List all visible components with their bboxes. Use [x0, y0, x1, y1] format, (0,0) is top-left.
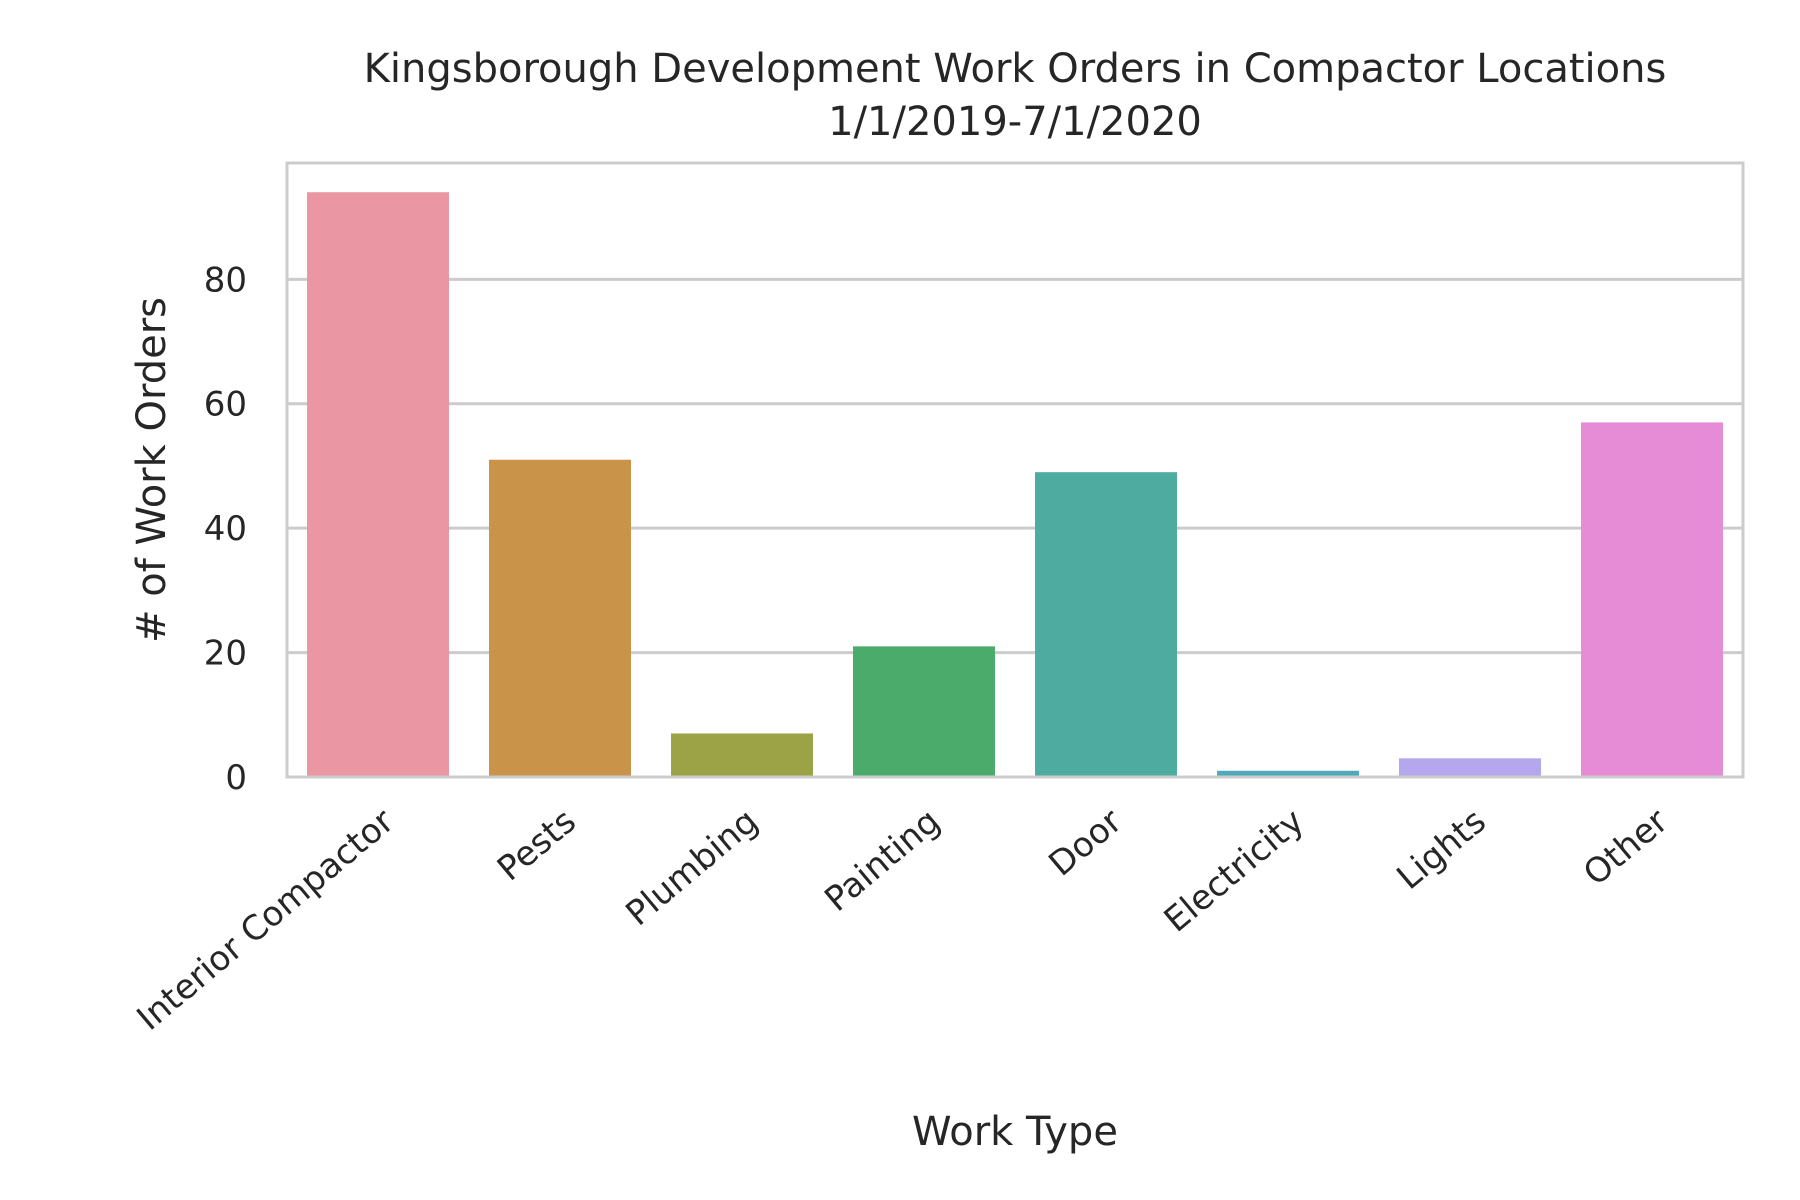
x-tick-label: Interior Compactor — [130, 801, 402, 1038]
x-tick-labels: Interior Compactor Pests Plumbing Painting D… — [130, 801, 1676, 1038]
y-tick-label: 80 — [204, 260, 247, 300]
chart-subtitle: 1/1/2019-7/1/2020 — [828, 99, 1202, 145]
y-tick-labels: 0 20 40 60 80 — [204, 260, 247, 798]
bar-painting — [853, 646, 995, 776]
plot-frame — [285, 161, 1745, 779]
y-tick-label: 40 — [204, 509, 247, 549]
bar-pests — [489, 459, 631, 776]
bar-lights — [1399, 758, 1541, 776]
y-tick-label: 20 — [204, 634, 247, 674]
bar-door — [1035, 472, 1177, 776]
bar-electricity — [1217, 770, 1359, 776]
y-axis-label: # of Work Orders — [129, 297, 175, 643]
x-tick-label: Painting — [817, 801, 947, 920]
y-tick-label: 0 — [225, 758, 247, 798]
x-tick-label: Plumbing — [618, 801, 765, 934]
bar-other — [1581, 422, 1723, 776]
x-tick-label: Electricity — [1157, 801, 1312, 940]
x-axis-label: Work Type — [912, 1109, 1118, 1155]
x-tick-label: Lights — [1389, 801, 1493, 898]
x-tick-label: Pests — [490, 801, 584, 889]
chart-title: Kingsborough Development Work Orders in … — [364, 46, 1667, 92]
bar-interior-compactor — [307, 192, 449, 776]
bars — [307, 192, 1723, 776]
y-tick-label: 60 — [204, 385, 247, 425]
bar-plumbing — [671, 733, 813, 776]
x-tick-label: Door — [1041, 801, 1129, 884]
x-tick-label: Other — [1576, 801, 1676, 894]
